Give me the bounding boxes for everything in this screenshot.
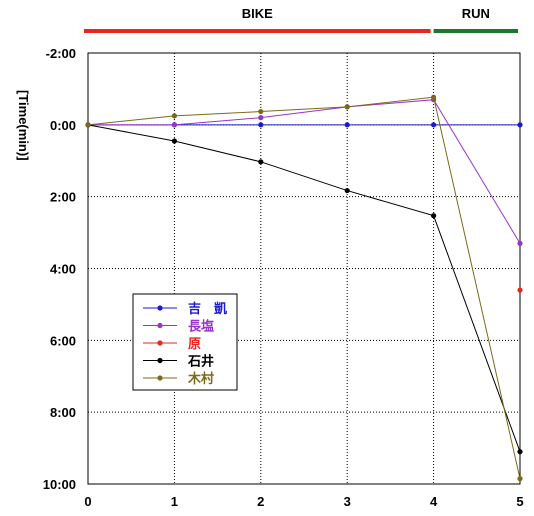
data-point <box>171 122 177 128</box>
y-tick-label: -2:00 <box>46 46 76 61</box>
x-tick-label: 2 <box>257 494 264 509</box>
y-tick-label: 4:00 <box>50 262 76 277</box>
series-line-1 <box>88 99 521 244</box>
legend-box <box>132 293 238 391</box>
series-line-4 <box>87 96 521 479</box>
data-point <box>258 122 264 128</box>
legend-label: 石井 <box>187 354 214 370</box>
segment-label-bike: BIKE <box>242 6 273 21</box>
data-point <box>517 240 523 246</box>
data-point <box>517 449 523 455</box>
legend-marker <box>157 322 163 329</box>
data-point <box>258 115 264 121</box>
x-tick-label: 1 <box>171 494 178 509</box>
series-line-3 <box>87 124 521 452</box>
data-point <box>258 108 264 115</box>
plot-frame <box>87 52 521 485</box>
x-tick-label: 0 <box>84 494 91 509</box>
legend-marker <box>157 305 163 311</box>
data-point <box>171 138 177 144</box>
legend-label: 長塩 <box>188 319 214 335</box>
segment-label-run: RUN <box>462 6 490 21</box>
data-point <box>517 122 523 128</box>
segment-bars: BIKE RUN <box>84 6 518 33</box>
y-tick-label: 0:00 <box>50 118 76 133</box>
tick-labels: 0 1 2 3 4 5 -2:00 0:00 2:00 4:00 6:00 8:00 10:00 <box>43 46 524 509</box>
y-tick-label: 2:00 <box>50 190 76 205</box>
x-tick-label: 3 <box>344 494 351 509</box>
legend-label: 原 <box>188 337 201 352</box>
data-point <box>431 122 437 128</box>
legend-label: 木村 <box>187 371 214 387</box>
data-point <box>431 213 437 219</box>
y-tick-label: 10:00 <box>43 477 76 492</box>
data-point <box>517 287 523 293</box>
data-point <box>344 122 350 128</box>
legend-marker <box>157 375 163 381</box>
data-point <box>85 122 91 128</box>
data-point <box>517 476 523 482</box>
series-lines <box>85 94 523 482</box>
data-point <box>258 159 264 165</box>
data-point <box>431 94 437 100</box>
legend-marker <box>157 357 163 364</box>
x-tick-label: 4 <box>430 494 438 509</box>
legend-label: 吉 凱 <box>188 301 227 317</box>
y-tick-label: 8:00 <box>50 405 76 420</box>
data-point <box>344 104 350 110</box>
y-tick-label: 6:00 <box>50 333 76 348</box>
data-point <box>344 187 350 194</box>
legend-marker <box>157 340 163 346</box>
data-point <box>171 113 177 119</box>
y-axis-label: [Time(min)] <box>16 90 31 161</box>
x-tick-label: 5 <box>516 494 523 509</box>
